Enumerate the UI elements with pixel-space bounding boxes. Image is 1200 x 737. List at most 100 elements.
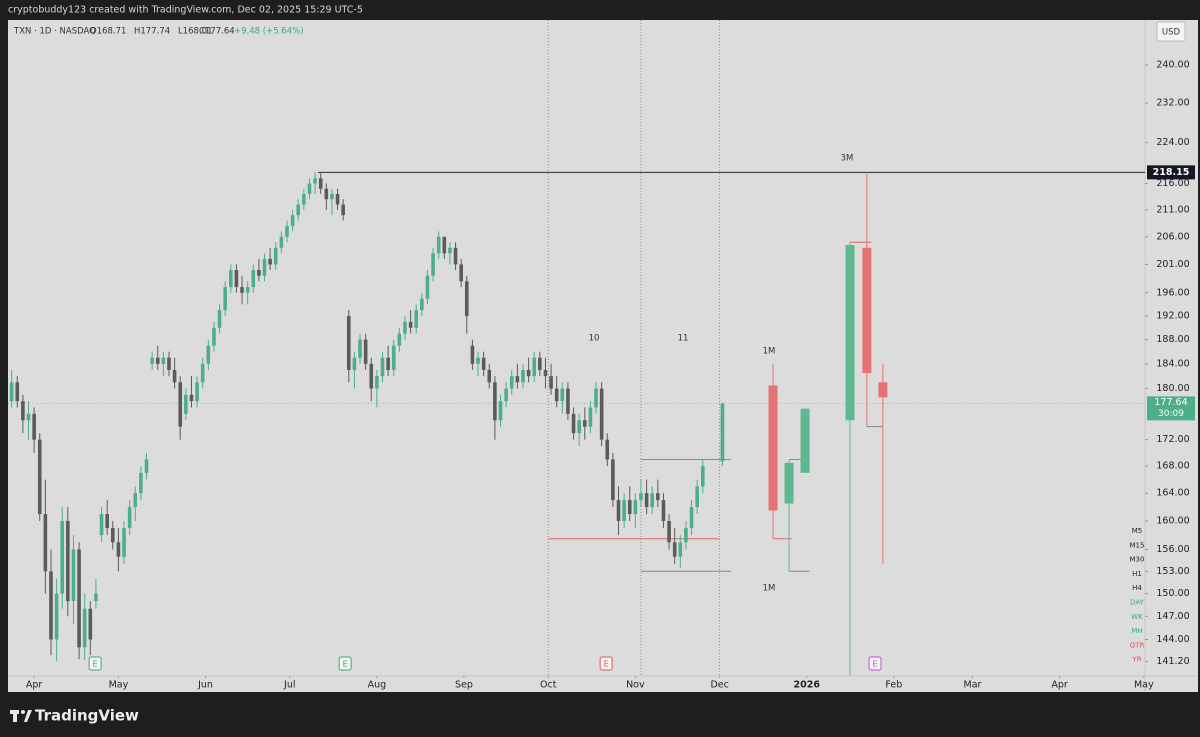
annotation: 1M	[763, 584, 776, 594]
earnings-marker	[338, 656, 352, 671]
candle-body	[302, 193, 306, 205]
candle-body	[560, 388, 565, 402]
candle-body	[689, 507, 694, 529]
candle-body	[313, 178, 317, 184]
candle-body	[99, 513, 104, 536]
candle-body	[330, 193, 334, 200]
candle-body	[566, 388, 570, 414]
y-tick-label: 211.00	[1156, 204, 1189, 215]
price-tag	[1147, 165, 1195, 180]
candle-body	[189, 394, 194, 402]
y-tick-label: 153.00	[1156, 566, 1189, 577]
candle-body	[155, 357, 160, 364]
candle-body	[54, 593, 59, 640]
earnings-label: E	[872, 660, 877, 669]
candle-body	[37, 439, 42, 514]
candle-body	[105, 513, 109, 529]
candle-body	[380, 357, 385, 377]
y-tick-label: 160.00	[1156, 515, 1189, 526]
y-tick-label: 232.00	[1156, 98, 1189, 109]
candle-body	[695, 486, 699, 508]
candle-body	[493, 382, 497, 421]
candle-body	[408, 321, 413, 328]
countdown: 30:09	[1158, 409, 1184, 419]
currency-button[interactable]	[1156, 21, 1186, 42]
credit: cryptobuddy123 created with TradingView.…	[8, 5, 363, 16]
timeframe: M15	[1130, 541, 1145, 549]
plot	[8, 20, 1145, 676]
candle-body	[358, 339, 362, 358]
candle-body	[43, 513, 48, 572]
candle-body	[476, 357, 480, 364]
candle-body	[611, 459, 615, 501]
timeframe: H1	[1132, 570, 1142, 578]
candle-body	[543, 369, 548, 377]
candle-body	[644, 493, 649, 508]
annotation: 1M	[763, 347, 776, 357]
candle-body	[144, 459, 149, 473]
candle-body	[178, 382, 183, 427]
timeframe: QTR	[1130, 641, 1145, 649]
candle-body	[588, 407, 593, 427]
earnings-marker	[88, 656, 102, 671]
y-tick-label: 141.20	[1156, 656, 1189, 667]
x-tick-label: Mar	[964, 680, 982, 691]
earnings-label: E	[604, 660, 609, 669]
candle-body	[515, 376, 520, 383]
candle-body	[481, 357, 486, 370]
candle-body	[532, 357, 537, 377]
y-tick-label: 147.00	[1156, 611, 1189, 622]
earnings-marker	[599, 656, 613, 671]
candle-body	[487, 369, 492, 383]
candle-body	[436, 236, 441, 254]
candle-body	[9, 382, 14, 402]
candle-body	[88, 608, 93, 640]
candle-body	[498, 401, 503, 421]
candle-body	[442, 236, 447, 254]
candle-body	[526, 369, 531, 377]
candle-body	[318, 178, 323, 189]
candle-body	[262, 258, 267, 276]
candle-body	[459, 264, 463, 282]
candle-body	[599, 388, 604, 440]
x-tick-label: Nov	[626, 680, 645, 691]
y-tick-label: 144.00	[1156, 634, 1189, 645]
candle-body	[363, 339, 368, 364]
currency[interactable]: USD	[1162, 28, 1181, 38]
candle-body	[768, 385, 778, 511]
candle-body	[296, 204, 301, 216]
candle-body	[273, 247, 278, 265]
timeframe: DAY	[1130, 599, 1145, 607]
earnings-marker	[868, 656, 882, 671]
y-tick-label: 216.00	[1156, 178, 1189, 189]
x-tick-label: Apr	[1051, 680, 1068, 691]
timeframe: M5	[1132, 527, 1143, 535]
candle-body	[453, 247, 458, 265]
candle-body	[167, 357, 171, 370]
x-tick-label: Dec	[710, 680, 728, 691]
candle-body	[605, 439, 610, 460]
candle-body	[391, 345, 396, 370]
candle-body	[200, 363, 205, 383]
candle-body	[122, 528, 126, 557]
candle-body	[251, 270, 256, 288]
y-tick-label: 150.00	[1156, 588, 1189, 599]
candle-body	[470, 345, 475, 364]
y-tick-label: 184.00	[1156, 358, 1189, 369]
candle-body	[77, 549, 81, 648]
candle-body	[279, 236, 284, 248]
candle-body	[307, 183, 312, 194]
candle-body	[127, 507, 132, 529]
candle-body	[464, 281, 469, 316]
candle-body	[184, 394, 188, 414]
candle-body	[32, 413, 36, 440]
candle-body	[228, 270, 233, 288]
timeframe: M30	[1130, 556, 1145, 564]
ohlc-high: H177.74	[134, 27, 170, 37]
candle-body	[800, 408, 810, 473]
timeframe: WK	[1131, 613, 1143, 621]
candle-body	[667, 520, 671, 543]
candle-body	[720, 403, 725, 462]
y-tick-label: 156.00	[1156, 544, 1189, 555]
